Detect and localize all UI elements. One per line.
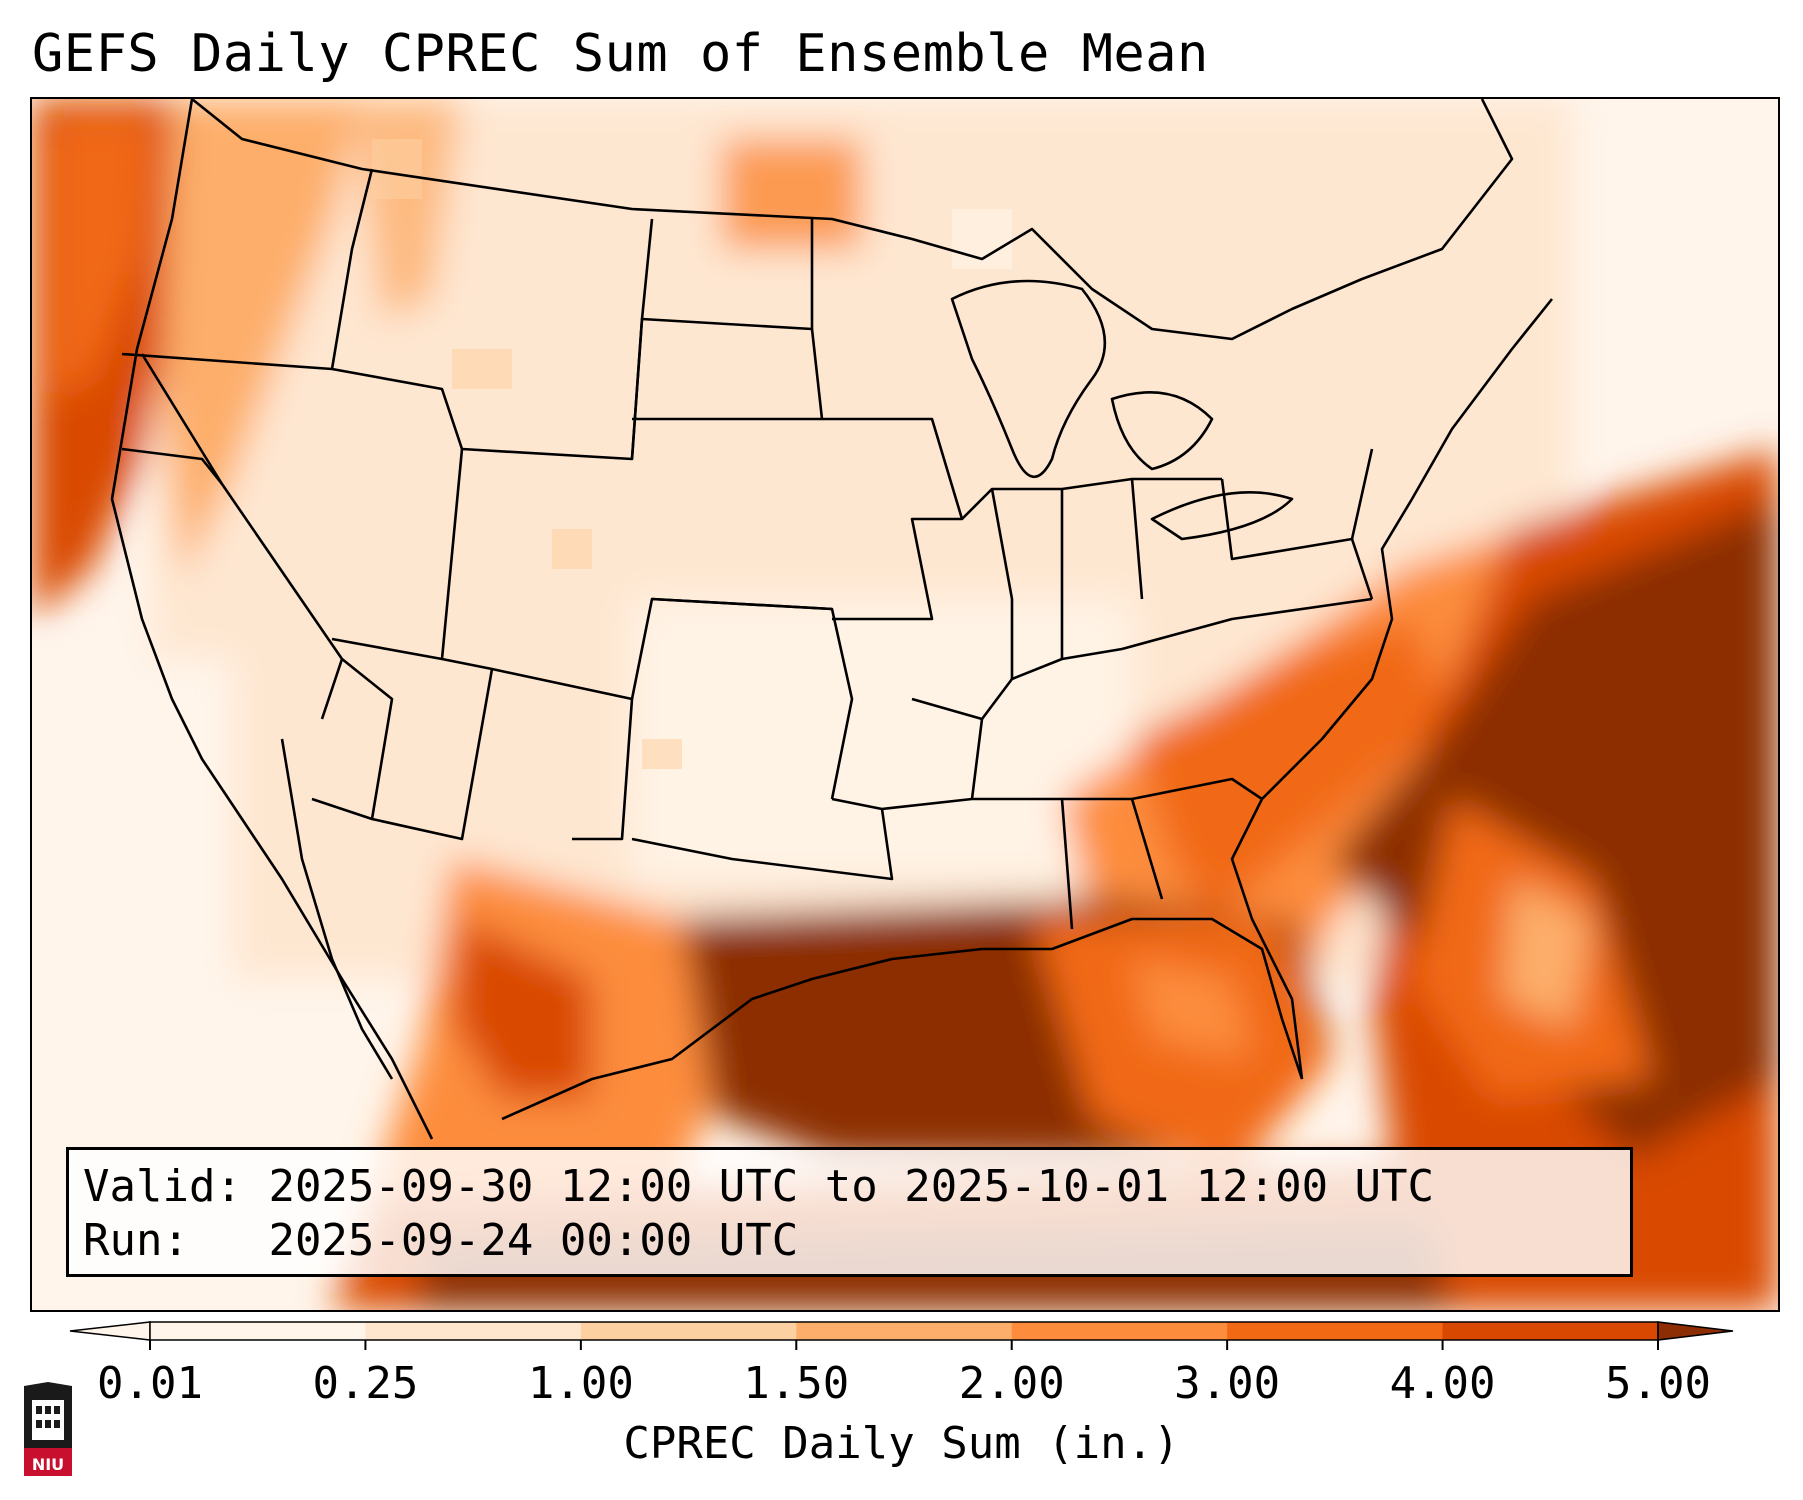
atlantic-coastline bbox=[1230, 298, 1554, 1080]
valid-run-info-box: Valid: 2025-09-30 12:00 UTC to 2025-10-0… bbox=[66, 1147, 1633, 1277]
map-canvas bbox=[32, 99, 1778, 1310]
valid-value: 2025-09-30 12:00 UTC to 2025-10-01 12:00… bbox=[268, 1161, 1435, 1212]
lake-michigan-outline bbox=[950, 279, 1107, 479]
map-title: GEFS Daily CPREC Sum of Ensemble Mean bbox=[32, 24, 1209, 84]
colorbar-extend-max bbox=[1657, 1321, 1734, 1341]
precipitation-map bbox=[30, 97, 1780, 1312]
niu-logo: NIU bbox=[24, 1382, 72, 1476]
colorbar-segment bbox=[580, 1322, 797, 1340]
colorbar-tick-label: 0.01 bbox=[97, 1358, 203, 1409]
colorbar-tick-label: 2.00 bbox=[958, 1358, 1065, 1409]
svg-text:NIU: NIU bbox=[32, 1455, 64, 1474]
run-label: Run: bbox=[83, 1215, 189, 1266]
precip-field bbox=[32, 99, 1778, 1310]
baja-coastline bbox=[280, 738, 394, 1080]
colorbar-segment bbox=[150, 1322, 366, 1340]
colorbar-tick-label: 0.25 bbox=[312, 1358, 419, 1409]
colorbar-segment bbox=[1227, 1322, 1444, 1340]
pacific-coastline bbox=[110, 99, 434, 1140]
colorbar-tick-label: 4.00 bbox=[1389, 1358, 1496, 1409]
run-value: 2025-09-24 00:00 UTC bbox=[268, 1215, 799, 1266]
lake-huron-outline bbox=[1110, 391, 1214, 471]
colorbar-segment bbox=[796, 1322, 1013, 1340]
colorbar-graphic bbox=[69, 1321, 1734, 1350]
colorbar bbox=[0, 1300, 1803, 1500]
lake-erie-outline bbox=[1150, 491, 1294, 541]
colorbar-tick-label: 1.00 bbox=[527, 1358, 634, 1409]
colorbar-segment bbox=[1011, 1322, 1228, 1340]
boundaries bbox=[110, 99, 1554, 1140]
gulf-coastline bbox=[501, 917, 1304, 1121]
us-canada-border bbox=[191, 99, 1514, 341]
colorbar-outline bbox=[149, 1321, 1659, 1341]
colorbar-tick-label: 1.50 bbox=[743, 1358, 850, 1409]
colorbar-segment bbox=[1442, 1322, 1659, 1340]
colorbar-tick-label: 5.00 bbox=[1605, 1358, 1711, 1409]
colorbar-extend-min bbox=[69, 1321, 151, 1341]
colorbar-segment bbox=[365, 1322, 582, 1340]
colorbar-label: CPREC Daily Sum (in.) bbox=[623, 1418, 1180, 1469]
colorbar-tick-label: 3.00 bbox=[1174, 1358, 1281, 1409]
valid-label: Valid: bbox=[83, 1161, 242, 1212]
